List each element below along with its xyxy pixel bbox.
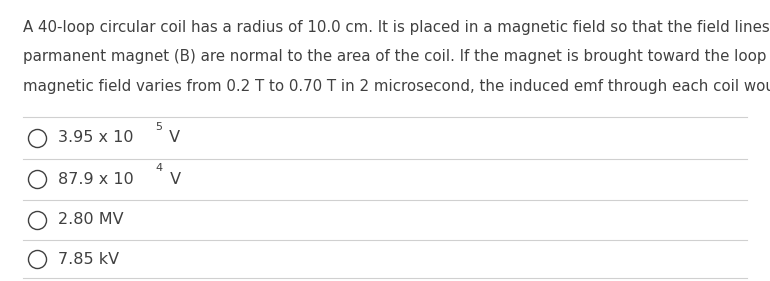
Text: A 40-loop circular coil has a radius of 10.0 cm. It is placed in a magnetic fiel: A 40-loop circular coil has a radius of … — [23, 20, 770, 35]
Text: V: V — [164, 130, 180, 145]
Text: 7.85 kV: 7.85 kV — [58, 252, 119, 267]
Text: magnetic field varies from 0.2 T to 0.70 T in 2 microsecond, the induced emf thr: magnetic field varies from 0.2 T to 0.70… — [23, 79, 770, 94]
Text: 4: 4 — [156, 164, 162, 173]
Text: 5: 5 — [156, 122, 162, 132]
Text: 3.95 x 10: 3.95 x 10 — [58, 130, 133, 145]
Text: 87.9 x 10: 87.9 x 10 — [58, 172, 133, 187]
Text: V: V — [165, 172, 181, 187]
Text: parmanent magnet (B) are normal to the area of the coil. If the magnet is brough: parmanent magnet (B) are normal to the a… — [23, 49, 770, 64]
Text: 2.80 MV: 2.80 MV — [58, 212, 123, 227]
